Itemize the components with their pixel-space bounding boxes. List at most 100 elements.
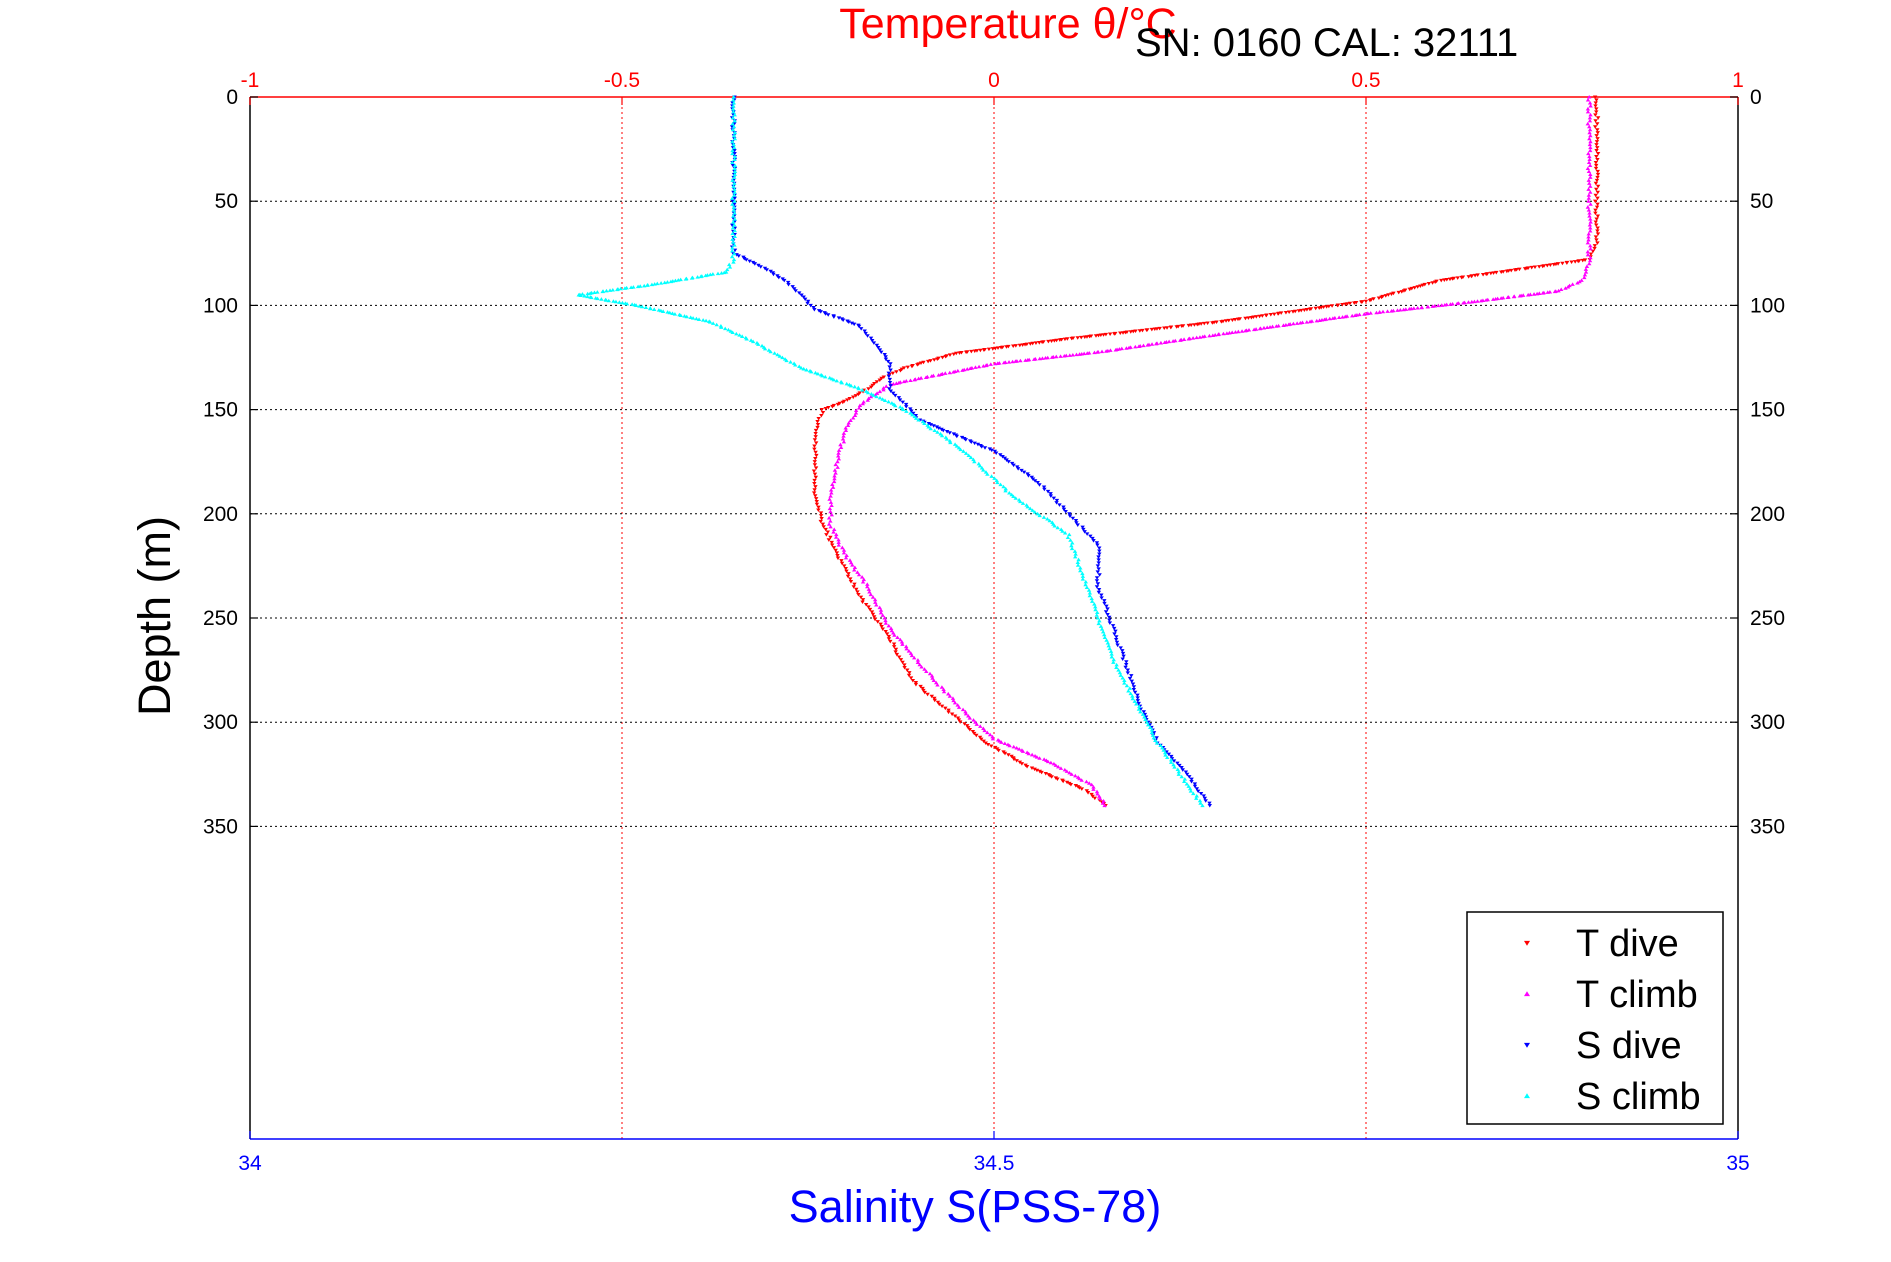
data-point: [975, 442, 981, 447]
data-point: [1080, 571, 1085, 576]
data-point: [1172, 765, 1177, 769]
data-point: [1398, 308, 1403, 312]
data-point: [599, 297, 604, 301]
data-point: [874, 343, 880, 348]
data-point: [911, 411, 916, 416]
data-point: [1028, 342, 1033, 346]
data-point: [900, 660, 905, 665]
data-point: [989, 474, 994, 478]
data-point: [730, 121, 735, 126]
data-point: [807, 368, 813, 373]
data-point: [836, 316, 842, 320]
data-point: [852, 567, 857, 572]
data-point: [812, 447, 817, 452]
data-point: [1594, 178, 1600, 183]
data-point: [1144, 328, 1149, 333]
data-point: [1095, 570, 1100, 574]
data-point: [992, 476, 997, 480]
data-point: [1537, 291, 1542, 295]
data-point: [828, 488, 834, 492]
data-point: [1163, 753, 1168, 757]
data-point: [1595, 157, 1600, 162]
data-point: [1586, 237, 1591, 242]
data-point: [1024, 765, 1030, 769]
data-point: [1586, 178, 1591, 182]
data-point: [1090, 794, 1095, 799]
data-point: [1187, 775, 1192, 779]
data-point: [989, 448, 994, 453]
data-point: [929, 674, 935, 678]
right-tick-label: 300: [1750, 711, 1785, 734]
data-point: [989, 744, 994, 748]
data-point: [1003, 488, 1008, 493]
data-point: [1313, 306, 1318, 311]
data-point: [1096, 587, 1102, 592]
data-point: [943, 371, 948, 375]
data-point: [877, 348, 883, 352]
data-point: [833, 471, 838, 475]
data-point: [1097, 546, 1102, 551]
data-point: [690, 275, 695, 280]
data-point: [1089, 596, 1094, 601]
data-point: [655, 281, 660, 286]
data-point: [912, 655, 917, 660]
data-point: [1587, 163, 1593, 168]
data-point: [815, 371, 821, 376]
data-point: [932, 698, 937, 703]
data-point: [815, 422, 821, 427]
data-point: [1118, 331, 1123, 336]
data-point: [1168, 760, 1174, 764]
data-point: [1087, 591, 1093, 595]
data-point: [1588, 226, 1593, 230]
data-point: [1005, 742, 1011, 747]
data-point: [891, 642, 897, 647]
data-point: [1243, 316, 1248, 321]
data-point: [884, 632, 890, 636]
data-point: [820, 522, 826, 527]
data-point: [1055, 777, 1060, 781]
data-point: [928, 423, 934, 427]
data-point: [815, 419, 820, 424]
data-point: [1028, 506, 1033, 511]
data-point: [729, 254, 735, 259]
data-point: [1045, 489, 1051, 494]
data-point: [1144, 720, 1150, 724]
data-point: [1019, 762, 1025, 766]
data-point: [1587, 154, 1592, 159]
data-point: [1181, 779, 1187, 784]
data-point: [1588, 228, 1593, 233]
data-point: [1143, 717, 1148, 722]
data-point: [1587, 130, 1592, 135]
data-point: [840, 400, 845, 405]
data-point: [732, 112, 737, 117]
data-point: [1122, 678, 1127, 683]
data-point: [947, 370, 952, 375]
data-point: [962, 722, 967, 726]
data-point: [1102, 803, 1107, 808]
top-axis-title: Temperature θ/°C: [839, 0, 1176, 48]
data-point: [791, 361, 797, 366]
data-point: [1595, 169, 1600, 174]
data-point: [950, 696, 956, 700]
data-point: [878, 610, 884, 615]
data-point: [826, 522, 832, 526]
data-point: [1287, 322, 1293, 326]
data-point: [935, 683, 940, 687]
data-point: [1230, 318, 1235, 322]
data-point: [1584, 264, 1590, 269]
data-point: [1275, 312, 1281, 316]
data-point: [1098, 624, 1104, 628]
data-point: [974, 722, 979, 726]
data-point: [891, 402, 897, 406]
data-point: [870, 612, 876, 617]
data-point: [1588, 175, 1593, 179]
data-point: [1272, 312, 1277, 317]
data-point: [1058, 527, 1064, 531]
data-point: [718, 323, 724, 328]
data-point: [1158, 743, 1163, 747]
data-point: [1587, 181, 1592, 185]
data-point: [825, 313, 831, 317]
data-point: [1193, 796, 1199, 800]
data-point: [1151, 735, 1157, 740]
data-point: [1587, 258, 1593, 263]
